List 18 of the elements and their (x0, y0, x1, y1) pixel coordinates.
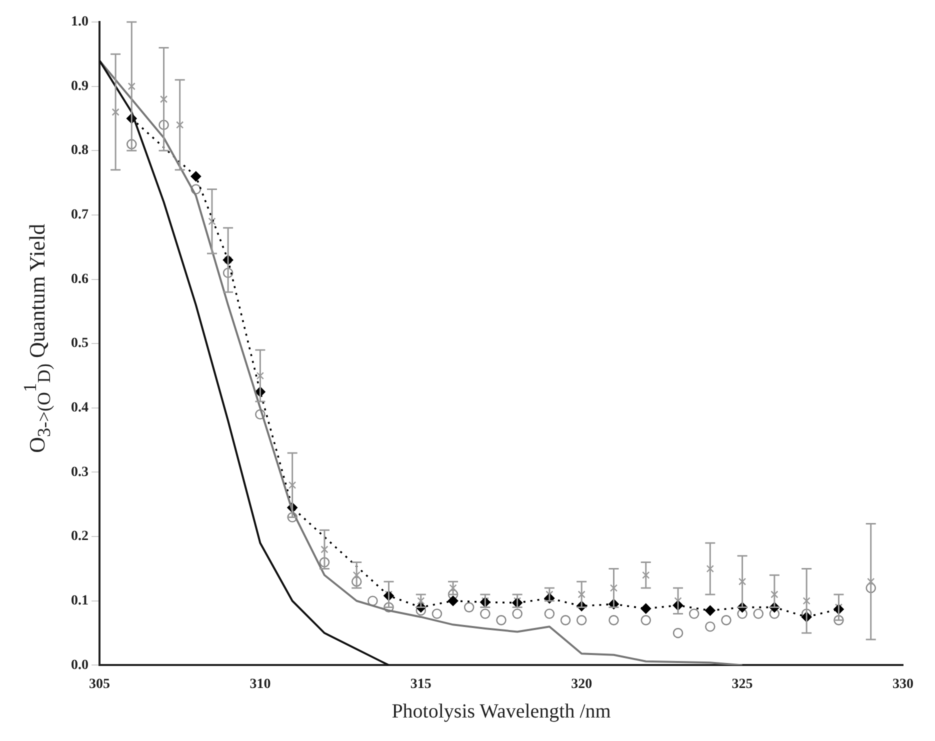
x-axis-title: Photolysis Wavelength /nm (392, 700, 612, 722)
y-tick-label: 0.8 (71, 143, 88, 158)
y-tick-label: 0.1 (71, 593, 88, 608)
y-tick-label: 0.5 (71, 336, 88, 352)
y-tick-label: 0.0 (71, 658, 88, 673)
y-tick-label: 0.4 (71, 400, 88, 416)
x-tick-label: 305 (89, 677, 110, 692)
y-tick-label: 0.3 (71, 464, 88, 480)
x-tick-label: 325 (732, 677, 753, 692)
y-tick-label: 0.2 (71, 529, 88, 544)
y-tick-label: 0.9 (71, 78, 88, 94)
y-tick-label: 0.6 (71, 272, 88, 287)
y-tick-label: 0.7 (71, 208, 88, 223)
x-tick-label: 310 (250, 677, 271, 692)
x-tick-label: 320 (571, 677, 592, 692)
y-tick-label: 1.0 (71, 14, 88, 30)
x-tick-label: 315 (410, 677, 432, 692)
x-tick-label: 330 (892, 677, 914, 692)
